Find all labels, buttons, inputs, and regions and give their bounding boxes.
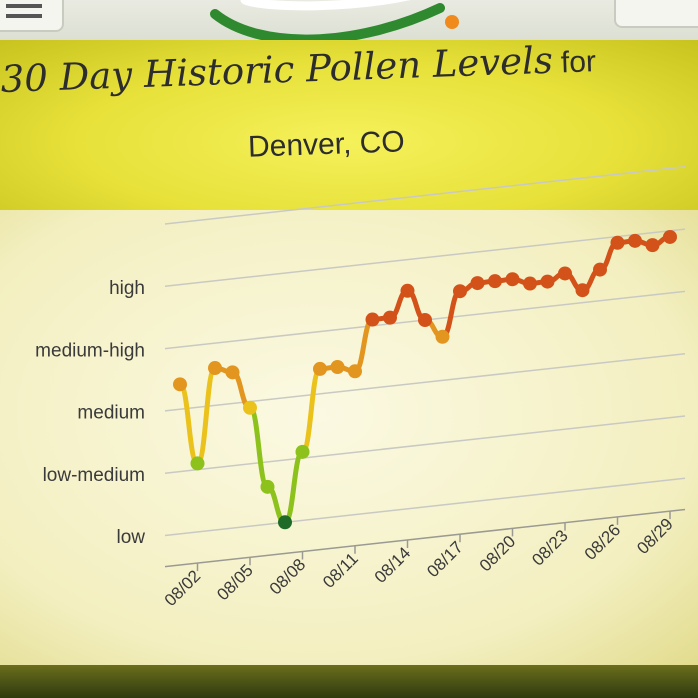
y-tick-label: low-medium [43, 465, 145, 486]
gridline [164, 166, 686, 225]
data-point[interactable] [365, 312, 380, 327]
data-point[interactable] [190, 456, 205, 471]
account-button[interactable] [614, 0, 698, 28]
x-tick-label: 08/26 [581, 520, 625, 564]
data-point[interactable] [505, 272, 520, 287]
data-point[interactable] [173, 377, 187, 392]
menu-button[interactable] [0, 0, 64, 32]
y-tick-label: medium-high [35, 340, 145, 361]
pollen-logo-icon[interactable] [205, 0, 465, 45]
data-point[interactable] [645, 238, 660, 253]
data-point[interactable] [243, 400, 257, 415]
data-point[interactable] [453, 284, 467, 299]
data-point[interactable] [418, 313, 432, 327]
data-point[interactable] [400, 283, 415, 298]
series-line-segment [440, 288, 463, 340]
data-point[interactable] [663, 229, 677, 244]
gridline [164, 228, 686, 288]
data-point[interactable] [225, 365, 240, 380]
y-tick-label: low [116, 527, 145, 548]
series-line-segment [282, 449, 305, 525]
series-line-segment [300, 366, 323, 455]
data-point[interactable] [610, 235, 625, 250]
x-tick-label: 08/02 [161, 566, 205, 610]
data-point[interactable] [575, 283, 590, 298]
data-point[interactable] [558, 266, 572, 281]
data-point[interactable] [470, 276, 485, 291]
data-point[interactable] [260, 479, 275, 494]
y-tick-label: high [109, 278, 145, 299]
series-line-segment [195, 365, 218, 466]
x-tick-label: 08/20 [476, 532, 520, 576]
x-axis-line [164, 508, 686, 568]
top-bar [0, 0, 698, 45]
data-point[interactable] [593, 262, 607, 277]
x-tick-label: 08/23 [528, 526, 572, 570]
y-tick-label: medium [77, 403, 145, 424]
series-line-segment [247, 405, 270, 490]
data-point[interactable] [313, 361, 327, 376]
x-tick-label: 08/17 [423, 538, 467, 582]
menu-icon [6, 4, 42, 8]
data-point[interactable] [295, 444, 310, 459]
x-tick-label: 08/29 [633, 514, 677, 558]
x-tick-label: 08/05 [213, 561, 257, 605]
data-point[interactable] [330, 360, 345, 375]
gridline [164, 415, 686, 474]
data-point[interactable] [540, 274, 555, 289]
data-point[interactable] [628, 233, 642, 248]
data-point[interactable] [488, 274, 502, 289]
x-tick-label: 08/14 [371, 543, 415, 587]
data-point[interactable] [278, 515, 292, 530]
menu-icon-bar [6, 14, 42, 18]
data-point[interactable] [435, 329, 450, 344]
series-line-segment [177, 381, 200, 466]
data-point[interactable] [383, 310, 397, 325]
bottom-bar [0, 665, 698, 698]
data-point[interactable] [208, 361, 222, 376]
x-tick-label: 08/11 [319, 549, 362, 592]
data-point[interactable] [348, 364, 362, 379]
data-point[interactable] [523, 276, 537, 291]
title-band [0, 40, 698, 210]
gridline [164, 477, 686, 537]
x-tick-label: 08/08 [266, 555, 310, 599]
